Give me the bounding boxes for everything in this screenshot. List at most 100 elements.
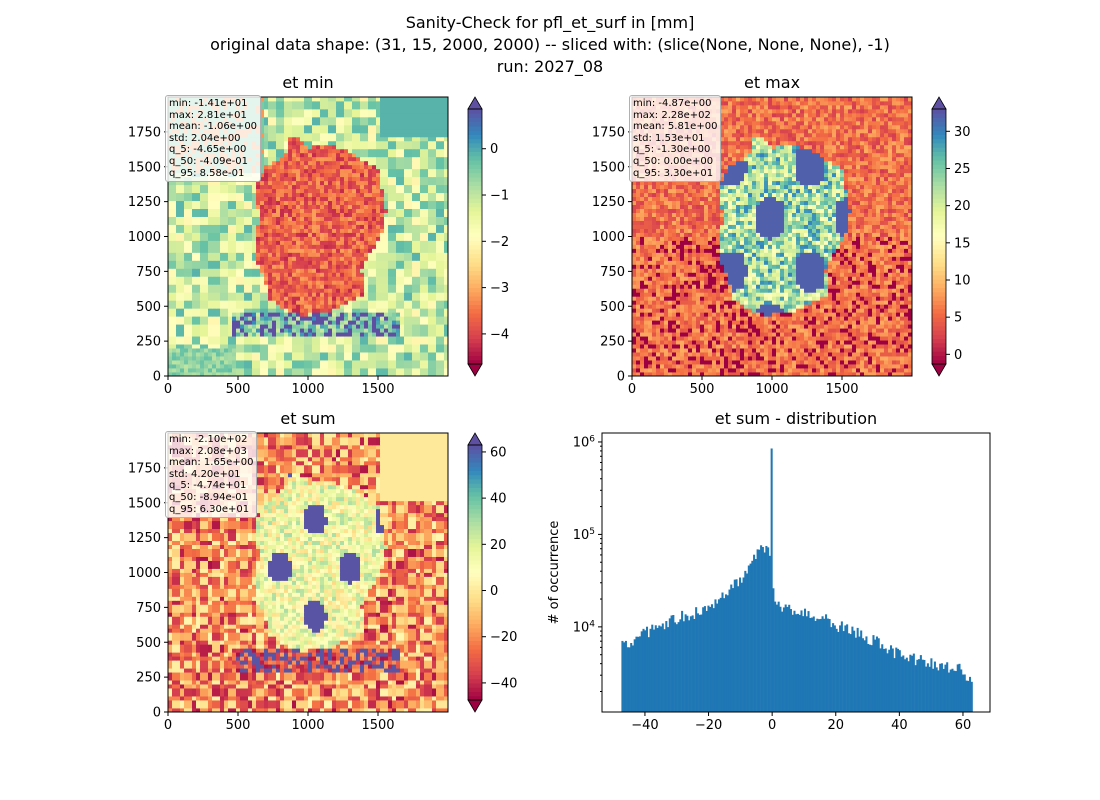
histogram-bar (647, 637, 650, 712)
histogram-bar (796, 613, 800, 712)
histogram-bar (958, 663, 961, 712)
histogram-bar (784, 604, 787, 712)
histogram-bar (963, 674, 966, 712)
y-tick-label: 0 (153, 370, 161, 385)
histogram-bar (753, 554, 756, 712)
histogram-bar (654, 625, 657, 712)
histogram-bar (909, 654, 912, 712)
colorbar: 0 5 10 15 20 25 30 (931, 96, 971, 377)
histogram-bar (860, 630, 863, 712)
histogram-bar (765, 545, 768, 712)
histogram-bar (877, 638, 880, 712)
histogram-bar (897, 648, 900, 712)
histogram-bar (712, 608, 715, 712)
histogram-bar (635, 636, 638, 712)
histogram-bar (633, 639, 636, 712)
y-tick-label: 0 (153, 706, 161, 721)
histogram-bar (805, 616, 808, 712)
histogram-bar (861, 638, 864, 712)
histogram-bar (681, 610, 684, 712)
histogram-bar (758, 549, 761, 712)
histogram-bar (651, 624, 654, 712)
histogram-bar (828, 619, 831, 712)
histogram-bar (656, 627, 659, 712)
x-tick-label: 1500 (361, 718, 394, 733)
colorbar-frame (931, 108, 947, 365)
stat-max: max: 2.08e+03 (169, 445, 247, 457)
histogram-bar (770, 448, 773, 712)
y-axis-label: # of occurrence (547, 521, 562, 625)
panel-et-max-title: et max (743, 73, 801, 92)
colorbar-tick-label: −4 (490, 327, 509, 342)
histogram-bar (793, 610, 796, 712)
histogram-bar (886, 653, 889, 712)
histogram-bar (904, 659, 907, 712)
histogram-bar (638, 636, 642, 712)
histogram-bar (623, 642, 626, 712)
panel-et-min-title: et min (282, 73, 334, 92)
x-tick-label: 60 (955, 718, 972, 733)
colorbar-tick-label: 25 (954, 162, 971, 177)
x-tick-label: 1500 (361, 382, 394, 397)
colorbar-extend-max (467, 96, 483, 110)
histogram-bar (930, 658, 933, 712)
colorbar-frame (467, 108, 483, 365)
histogram-bar (637, 636, 640, 712)
histogram-bar (925, 666, 928, 712)
histogram-bar (737, 586, 740, 712)
histogram-bar (761, 547, 764, 712)
histogram-bar (868, 644, 871, 712)
histogram-bar (872, 635, 875, 712)
histogram-bar (789, 609, 792, 712)
histogram-bar (714, 599, 717, 712)
histogram-bar (914, 665, 917, 712)
histogram-bar (691, 615, 694, 712)
panel-et-max-stats: min: -4.87e+00 max: 2.28e+02 mean: 5.81e… (629, 95, 722, 183)
histogram-bar (858, 636, 861, 712)
histogram-bar (661, 623, 664, 712)
y-tick-label: 750 (136, 265, 161, 280)
histogram-bar (961, 674, 965, 712)
y-tick-label: 250 (136, 671, 161, 686)
colorbar-tick-label: −20 (490, 630, 517, 645)
histogram-bar (723, 598, 726, 712)
histogram-bar (854, 637, 857, 712)
histogram-bar (742, 577, 745, 712)
histogram-bar (874, 639, 877, 712)
x-tick-label: 1000 (291, 718, 324, 733)
histogram-bar (721, 592, 724, 712)
histogram-bar (812, 616, 815, 712)
colorbar-tick-label: −1 (490, 189, 509, 204)
histogram-bar (954, 671, 958, 712)
stat-q50: q_50: -8.94e-01 (169, 491, 248, 503)
y-tick-label: 1500 (592, 160, 625, 175)
colorbar: 0 −1 −2 −3 −4 (467, 96, 509, 377)
histogram-bar (628, 647, 631, 712)
stat-q5: q_5: -1.30e+00 (633, 144, 711, 156)
histogram-bar (898, 650, 901, 712)
histogram-bar (821, 616, 824, 712)
figure-title-line1: Sanity-Check for pfl_et_surf in [mm] (405, 13, 695, 32)
histogram-bar (875, 636, 879, 712)
y-tick-label: 1250 (592, 195, 625, 210)
histogram-bar (947, 672, 950, 712)
histogram-bar (695, 607, 698, 712)
y-tick-label: 750 (600, 265, 625, 280)
map-image (168, 433, 449, 713)
histogram-bar (907, 661, 910, 712)
x-tick-label: 500 (226, 382, 251, 397)
histogram-bar (884, 648, 887, 712)
histogram-bar (882, 648, 886, 712)
histogram-bar (944, 664, 947, 712)
colorbar-extend-min (467, 363, 483, 377)
histogram-bar (719, 597, 722, 712)
histogram-bars (621, 448, 973, 712)
histogram-bar (853, 630, 856, 712)
histogram-bar (640, 631, 643, 712)
histogram-bar (682, 621, 685, 712)
histogram-bar (763, 552, 766, 712)
stat-max: max: 2.81e+01 (169, 109, 247, 121)
histogram-bar (649, 628, 652, 712)
histogram-bar (663, 629, 666, 712)
y-tick-label: 1750 (592, 125, 625, 140)
